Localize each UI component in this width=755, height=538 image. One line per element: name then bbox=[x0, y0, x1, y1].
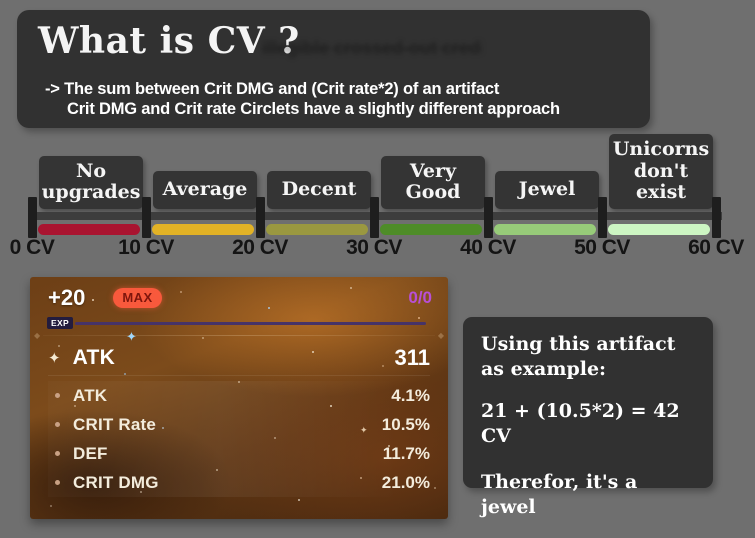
subtitle-line-1: -> The sum between Crit DMG and (Crit ra… bbox=[45, 80, 500, 98]
subtitle-line-2: Crit DMG and Crit rate Circlets have a s… bbox=[67, 100, 560, 118]
tick-50cv bbox=[598, 197, 607, 238]
header-box: What is CV ? illegible crossed-out credi… bbox=[17, 10, 650, 128]
substat-name: CRIT Rate bbox=[73, 414, 157, 434]
substat-row: CRIT Rate 10.5% bbox=[48, 410, 430, 439]
artifact-level-row: +20 MAX 0/0 bbox=[48, 285, 432, 311]
tick-0cv bbox=[28, 197, 37, 238]
bullet-icon bbox=[55, 393, 60, 398]
substat-list: ATK 4.1% CRIT Rate 10.5% DEF 11.7% CRIT … bbox=[48, 381, 430, 497]
substat-name: CRIT DMG bbox=[73, 472, 159, 492]
main-stat-value: 311 bbox=[394, 345, 431, 370]
substat-name: ATK bbox=[73, 385, 108, 405]
main-stat-name: ATK bbox=[72, 346, 116, 369]
tick-label-30cv: 30 CV bbox=[346, 236, 402, 259]
scale-label-unicorns: Unicorns don't exist bbox=[609, 134, 713, 209]
segment-bar-no-upgrades bbox=[38, 224, 140, 235]
scale-label-jewel: Jewel bbox=[495, 171, 599, 209]
artifact-panel: +20 MAX 0/0 EXP ✦ ATK 311 ATK 4.1% CRIT … bbox=[30, 277, 448, 519]
substat-name: DEF bbox=[73, 443, 108, 463]
max-badge: MAX bbox=[113, 288, 162, 308]
cv-formula: 21 + (10.5*2) = 42 CV bbox=[481, 400, 680, 447]
segment-bar-decent bbox=[266, 224, 368, 235]
tick-60cv bbox=[712, 197, 721, 238]
exp-row: EXP bbox=[47, 317, 426, 329]
example-conclusion: Therefor, it's a jewel bbox=[481, 471, 638, 518]
tick-label-10cv: 10 CV bbox=[118, 236, 174, 259]
substat-row: DEF 11.7% bbox=[48, 439, 430, 468]
substat-row: CRIT DMG 21.0% bbox=[48, 468, 430, 497]
scale-label-very-good: Very Good bbox=[381, 155, 485, 209]
page-title: What is CV ? bbox=[38, 20, 300, 62]
tick-40cv bbox=[484, 197, 493, 238]
exp-progress-bar bbox=[74, 321, 426, 325]
segment-bar-unicorns bbox=[608, 224, 710, 235]
bullet-icon bbox=[55, 422, 60, 427]
example-intro-line-1: Using this artifact bbox=[481, 333, 676, 355]
main-stat-row: ✦ ATK 311 bbox=[48, 341, 430, 376]
subtitle: -> The sum between Crit DMG and (Crit ra… bbox=[45, 79, 560, 119]
main-stat-star-icon: ✦ bbox=[48, 350, 61, 367]
tick-label-60cv: 60 CV bbox=[688, 236, 744, 259]
scale-label-average: Average bbox=[153, 171, 257, 209]
redacted-watermark: illegible crossed-out credit bbox=[262, 38, 482, 58]
tick-label-0cv: 0 CV bbox=[9, 236, 55, 259]
tick-label-50cv: 50 CV bbox=[574, 236, 630, 259]
segment-bar-jewel bbox=[494, 224, 596, 235]
scale-label-no-upgrades: No upgrades bbox=[39, 155, 143, 209]
tick-label-40cv: 40 CV bbox=[460, 236, 516, 259]
tick-30cv bbox=[370, 197, 379, 238]
example-intro-line-2: as example: bbox=[481, 358, 607, 380]
artifact-level: +20 bbox=[48, 285, 86, 310]
tick-10cv bbox=[142, 197, 151, 238]
example-box: Using this artifact as example: 21 + (10… bbox=[463, 317, 713, 518]
tick-20cv bbox=[256, 197, 265, 238]
segment-bar-very-good bbox=[380, 224, 482, 235]
exp-label: EXP bbox=[47, 317, 73, 329]
substat-value: 4.1% bbox=[391, 385, 430, 405]
tick-label-20cv: 20 CV bbox=[232, 236, 288, 259]
bullet-icon bbox=[55, 480, 60, 485]
substat-value: 21.0% bbox=[381, 472, 430, 492]
substat-row: ATK 4.1% bbox=[48, 381, 430, 410]
divider-ornament bbox=[34, 331, 444, 340]
substat-value: 10.5% bbox=[381, 414, 430, 434]
enhance-counter: 0/0 bbox=[408, 288, 432, 307]
scale-label-decent: Decent bbox=[267, 171, 371, 209]
bullet-icon bbox=[55, 451, 60, 456]
segment-bar-average bbox=[152, 224, 254, 235]
substat-value: 11.7% bbox=[382, 443, 430, 463]
